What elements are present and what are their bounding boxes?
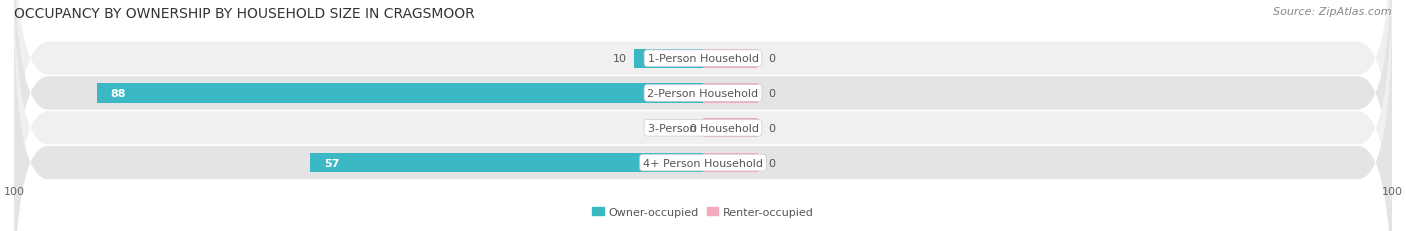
Text: 0: 0 <box>689 123 696 133</box>
FancyBboxPatch shape <box>14 0 1392 231</box>
FancyBboxPatch shape <box>14 0 1392 231</box>
Text: 2-Person Household: 2-Person Household <box>647 88 759 99</box>
Text: 1-Person Household: 1-Person Household <box>648 54 758 64</box>
Bar <box>634 49 703 68</box>
Bar <box>703 119 758 138</box>
Text: 0: 0 <box>769 88 776 99</box>
Text: 88: 88 <box>111 88 127 99</box>
Text: 0: 0 <box>769 54 776 64</box>
Text: 10: 10 <box>613 54 627 64</box>
Bar <box>703 49 758 68</box>
Legend: Owner-occupied, Renter-occupied: Owner-occupied, Renter-occupied <box>588 202 818 221</box>
Text: Source: ZipAtlas.com: Source: ZipAtlas.com <box>1274 7 1392 17</box>
Bar <box>703 153 758 172</box>
Text: 0: 0 <box>769 123 776 133</box>
Bar <box>97 84 703 103</box>
Bar <box>703 84 758 103</box>
FancyBboxPatch shape <box>14 6 1392 231</box>
Text: OCCUPANCY BY OWNERSHIP BY HOUSEHOLD SIZE IN CRAGSMOOR: OCCUPANCY BY OWNERSHIP BY HOUSEHOLD SIZE… <box>14 7 475 21</box>
Text: 57: 57 <box>323 158 339 168</box>
FancyBboxPatch shape <box>14 0 1392 216</box>
Bar <box>311 153 703 172</box>
Text: 4+ Person Household: 4+ Person Household <box>643 158 763 168</box>
Text: 3-Person Household: 3-Person Household <box>648 123 758 133</box>
Text: 0: 0 <box>769 158 776 168</box>
